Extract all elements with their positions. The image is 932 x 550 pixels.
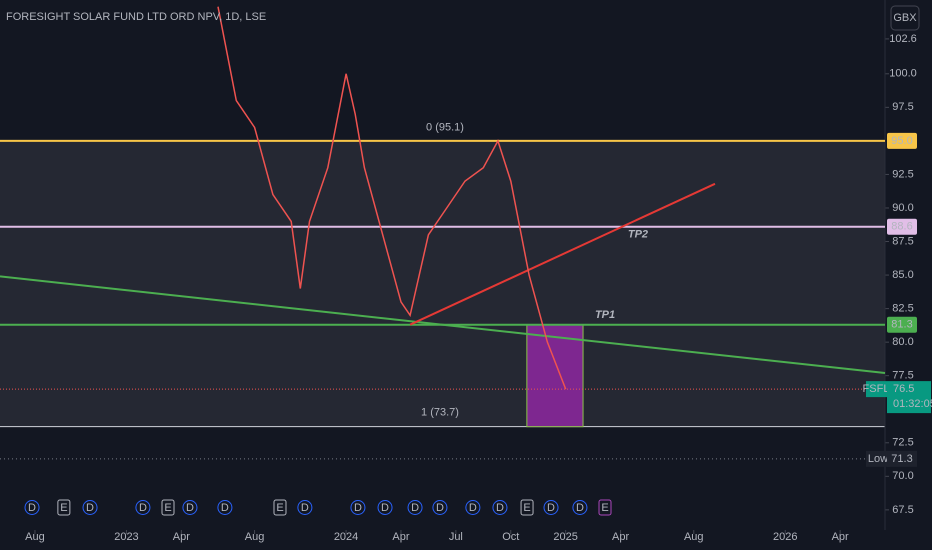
event-marker	[161, 499, 175, 516]
x-tick-label: Aug	[684, 531, 704, 543]
last-price-label: 76.5	[893, 383, 914, 395]
y-tick-label: 77.5	[892, 370, 913, 382]
low-value: 71.3	[891, 453, 912, 465]
x-tick-label: Jul	[449, 531, 463, 543]
event-label: D	[381, 502, 389, 514]
currency-label[interactable]: GBX	[893, 12, 917, 24]
event-label: D	[576, 502, 584, 514]
trendline	[409, 182, 716, 326]
event-marker	[297, 500, 313, 515]
currency-button[interactable]	[890, 5, 920, 31]
y-tick-label: 70.0	[892, 470, 913, 482]
fib-bottom-label: 1 (73.7)	[421, 407, 459, 419]
event-label: D	[86, 502, 94, 514]
target-label: TP1	[595, 309, 615, 321]
event-marker	[135, 500, 151, 515]
x-tick-label: Apr	[612, 531, 629, 543]
x-tick-label: 2026	[773, 531, 797, 543]
x-tick-label: Oct	[502, 531, 519, 543]
y-tick-label: 90.0	[892, 202, 913, 214]
y-tick-label: 82.5	[892, 303, 913, 315]
event-label: E	[601, 502, 608, 514]
event-marker	[350, 500, 366, 515]
y-tick-label: 72.5	[892, 437, 913, 449]
event-marker	[432, 500, 448, 515]
event-marker	[598, 499, 612, 516]
low-value-badge	[887, 450, 917, 467]
level-marker	[887, 218, 917, 235]
event-marker	[492, 500, 508, 515]
y-tick-label: 85.0	[892, 269, 913, 281]
y-tick-label: 102.6	[889, 33, 917, 45]
event-marker	[520, 499, 534, 516]
chart-title: FORESIGHT SOLAR FUND LTD ORD NPV, 1D, LS…	[6, 11, 266, 23]
y-tick-label: 97.5	[892, 101, 913, 113]
countdown: 01:32:05	[893, 398, 932, 410]
level-marker-label: 88.6	[891, 221, 912, 233]
event-label: D	[436, 502, 444, 514]
event-label: D	[186, 502, 194, 514]
event-marker	[465, 500, 481, 515]
level-marker-label: 81.3	[891, 319, 912, 331]
event-label: D	[496, 502, 504, 514]
event-marker	[407, 500, 423, 515]
low-name: Low	[868, 453, 888, 465]
target-box	[526, 324, 584, 428]
x-tick-label: 2023	[114, 531, 138, 543]
event-marker	[377, 500, 393, 515]
event-marker	[57, 499, 71, 516]
y-tick-label: 92.5	[892, 168, 913, 180]
x-tick-label: Apr	[392, 531, 409, 543]
fib-top-label: 0 (95.1)	[426, 121, 464, 133]
event-marker	[24, 500, 40, 515]
x-tick-label: Apr	[173, 531, 190, 543]
event-label: D	[139, 502, 147, 514]
level-marker	[887, 132, 917, 149]
event-marker	[273, 499, 287, 516]
event-label: D	[411, 502, 419, 514]
price-line	[217, 6, 567, 390]
x-tick-label: Apr	[832, 531, 849, 543]
event-label: D	[354, 502, 362, 514]
y-tick-label: 67.5	[892, 504, 913, 516]
event-marker	[82, 500, 98, 515]
event-label: D	[221, 502, 229, 514]
event-marker	[217, 500, 233, 515]
event-marker	[543, 500, 559, 515]
event-label: D	[547, 502, 555, 514]
trendline	[0, 275, 886, 375]
x-tick-label: 2024	[334, 531, 358, 543]
symbol-label: FSFL	[863, 383, 890, 395]
target-label: TP2	[628, 229, 648, 241]
y-tick-label: 80.0	[892, 336, 913, 348]
event-label: E	[276, 502, 283, 514]
last-price-badge	[887, 381, 931, 414]
event-marker	[572, 500, 588, 515]
low-badge	[866, 450, 890, 467]
event-label: E	[60, 502, 67, 514]
level-marker	[887, 316, 917, 333]
y-tick-label: 100.0	[889, 68, 917, 80]
y-tick-label: 87.5	[892, 235, 913, 247]
event-label: E	[164, 502, 171, 514]
x-tick-label: Aug	[25, 531, 45, 543]
x-tick-label: Aug	[245, 531, 265, 543]
symbol-badge	[866, 381, 887, 398]
event-label: D	[28, 502, 36, 514]
fib-band	[0, 139, 885, 427]
x-tick-label: 2025	[553, 531, 577, 543]
event-label: E	[523, 502, 530, 514]
level-marker-label: 95.0	[891, 135, 912, 147]
event-label: D	[301, 502, 309, 514]
event-label: D	[469, 502, 477, 514]
event-marker	[182, 500, 198, 515]
